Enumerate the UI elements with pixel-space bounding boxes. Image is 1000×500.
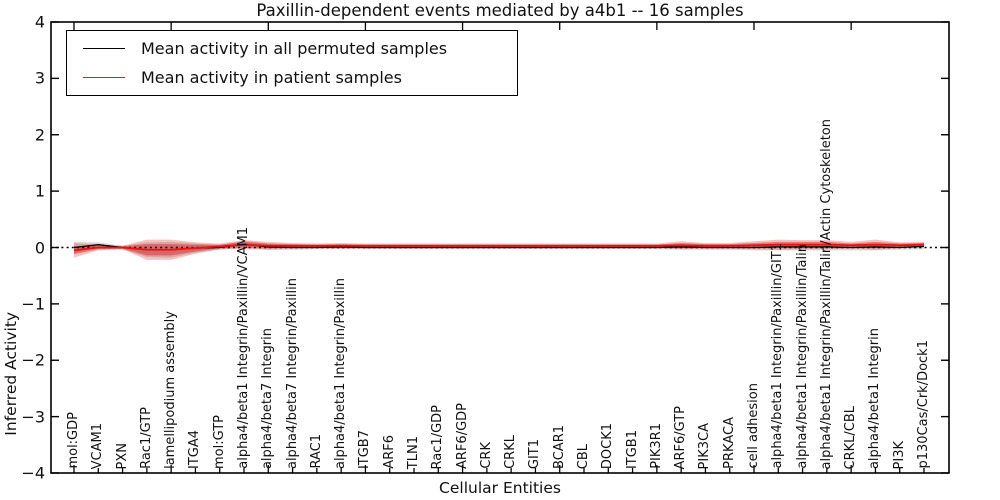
y-tick-label: 4 [34, 12, 45, 32]
series-line-0 [73, 243, 925, 251]
x-tick-label: alpha4/beta1 Integrin/Paxillin [333, 277, 349, 469]
x-tick-label: alpha4/beta1 Integrin/Paxillin/Talin/Act… [818, 118, 834, 469]
y-tick-label: 3 [34, 68, 45, 88]
x-tick-label: mol:GTP [211, 415, 227, 469]
legend-box: Mean activity in all permuted samples Me… [66, 30, 518, 96]
x-tick-label: ITGB7 [357, 429, 373, 469]
x-tick-label: PIK3CA [697, 422, 713, 469]
x-tick-label: PIK3R1 [648, 423, 664, 469]
x-tick-label: VCAM1 [90, 422, 106, 469]
x-tick-label: ARF6 [381, 435, 397, 469]
y-tick-label: 2 [34, 125, 45, 145]
x-tick-label: PRKACA [721, 417, 737, 469]
y-tick-label: 0 [34, 238, 45, 257]
x-tick-label: mol:GDP [66, 412, 81, 469]
x-tick-label: CRKL [503, 435, 519, 469]
x-tick-label: ITGA4 [187, 429, 203, 469]
x-tick-label: ARF6/GDP [454, 403, 470, 469]
x-tick-label: Rac1/GDP [430, 404, 446, 469]
x-tick-label: CRK [478, 442, 494, 469]
y-tick-label: −3 [21, 407, 45, 427]
x-axis-label: Cellular Entities [439, 479, 561, 497]
chart-title: Paxillin-dependent events mediated by a4… [256, 1, 744, 20]
x-tick-label: CRKL/CBL [843, 405, 859, 470]
x-tick-label: alpha4/beta1 Integrin [867, 327, 883, 469]
x-tick-label: lamellipodium assembly [163, 311, 179, 469]
patient-samples-range-outer-band [74, 239, 924, 260]
x-tick-label: TLN1 [406, 435, 421, 469]
x-tick-label: ARF6/GTP [673, 405, 689, 469]
x-tick-label: GIT1 [527, 438, 543, 469]
x-tick-label: CBL [576, 443, 591, 469]
x-tick-label: alpha4/beta1 Integrin/Paxillin/VCAM1 [236, 227, 251, 469]
x-tick-label: p130Cas/Crk/Dock1 [916, 340, 931, 469]
x-tick-label: alpha4/beta7 Integrin/Paxillin [284, 277, 300, 469]
x-tick-label: ITGB1 [624, 429, 640, 469]
y-tick-label: −1 [21, 294, 45, 314]
legend-line-black-icon [83, 47, 125, 49]
x-tick-label: BCAR1 [551, 425, 567, 469]
x-tick-label: RAC1 [308, 434, 324, 469]
y-tick-label: 1 [34, 181, 45, 201]
x-tick-label: PXN [114, 442, 130, 469]
legend-line-red-icon [83, 77, 125, 79]
x-tick-label: alpha4/beta1 Integrin/Paxillin/GIT1 [770, 243, 786, 469]
legend-label-permuted: Mean activity in all permuted samples [141, 38, 448, 58]
x-tick-label: Rac1/GTP [138, 407, 154, 469]
legend-item-permuted: Mean activity in all permuted samples [75, 34, 509, 62]
x-tick-label: PI3K [891, 440, 907, 469]
legend-item-patient: Mean activity in patient samples [75, 64, 509, 92]
x-tick-label: alpha4/beta7 Integrin [260, 327, 276, 469]
y-tick-label: −4 [21, 463, 45, 483]
series-line-1 [73, 243, 925, 252]
y-tick-label: −2 [21, 350, 45, 370]
x-tick-label: DOCK1 [600, 422, 616, 469]
x-tick-label: cell adhesion [746, 383, 761, 469]
legend-label-patient: Mean activity in patient samples [141, 68, 402, 88]
x-tick-label: alpha4/beta1 Integrin/Paxillin/Talin [794, 244, 810, 469]
